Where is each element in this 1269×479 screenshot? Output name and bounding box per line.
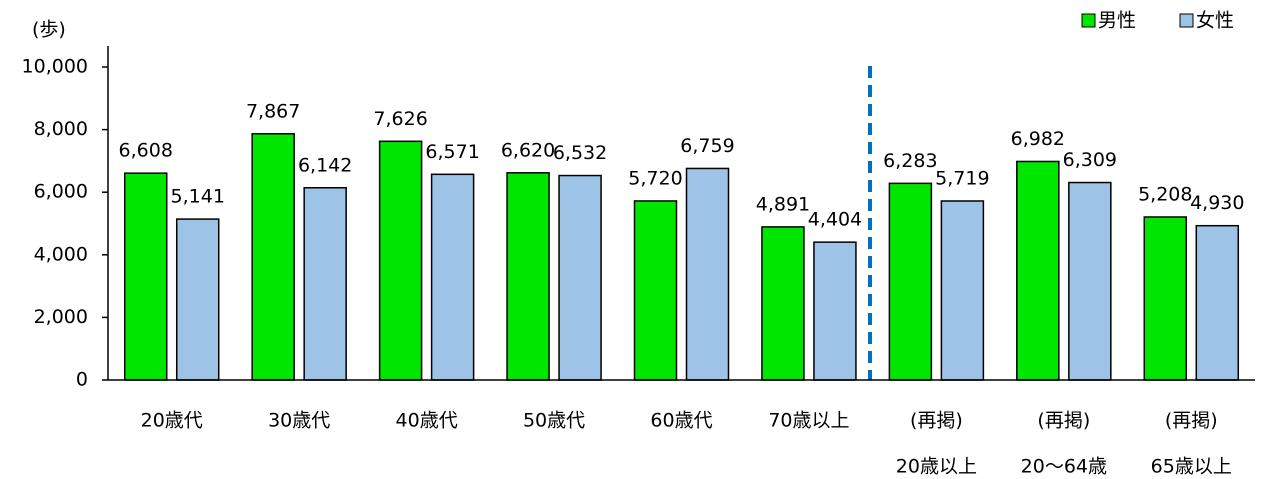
- legend-swatch: [1081, 13, 1096, 28]
- x-tick-label: 60歳代: [650, 410, 712, 432]
- value-label: 6,982: [1011, 128, 1065, 150]
- x-tick-label: 40歳代: [396, 410, 458, 432]
- value-label: 6,608: [119, 140, 173, 162]
- value-label: 6,309: [1063, 149, 1117, 171]
- x-tick-label: 20歳代: [141, 410, 203, 432]
- bar: [1195, 224, 1240, 381]
- x-tick-label: 20歳以上: [896, 456, 977, 478]
- value-label: 5,720: [628, 167, 682, 189]
- bar: [175, 218, 220, 381]
- x-tick-label: (再掲): [1165, 410, 1218, 432]
- bar: [1068, 181, 1112, 381]
- x-tick-label: 70歳以上: [768, 410, 849, 432]
- y-tick-label: 0: [76, 369, 88, 391]
- value-label: 4,930: [1190, 192, 1244, 214]
- x-tick-label: 65歳以上: [1151, 456, 1232, 478]
- value-label: 6,532: [553, 142, 607, 164]
- legend-swatch: [1179, 13, 1194, 28]
- value-label: 6,571: [425, 141, 479, 163]
- bar: [251, 133, 295, 381]
- bar: [303, 187, 347, 381]
- value-label: 5,141: [171, 186, 225, 208]
- y-tick-label: 8,000: [34, 118, 88, 140]
- bar: [633, 200, 678, 381]
- value-label: 6,620: [501, 139, 555, 161]
- value-label: 6,283: [883, 150, 937, 172]
- bar: [378, 140, 423, 381]
- bar: [761, 226, 805, 381]
- bar: [123, 172, 168, 381]
- x-tick-label: 30歳代: [268, 410, 330, 432]
- bar: [1016, 160, 1060, 381]
- legend-label: 男性: [1098, 10, 1136, 32]
- value-label: 4,404: [808, 209, 862, 231]
- value-label: 6,142: [298, 154, 352, 176]
- bar: [685, 167, 730, 381]
- y-tick-label: 10,000: [22, 56, 88, 78]
- value-label: 6,759: [680, 135, 734, 157]
- bar: [813, 241, 857, 381]
- y-tick-label: 6,000: [34, 181, 88, 203]
- x-tick-label: (再掲): [910, 410, 963, 432]
- y-tick-label: 4,000: [34, 243, 88, 265]
- bar: [1143, 216, 1188, 381]
- bar: [888, 182, 933, 381]
- value-label: 7,867: [246, 100, 300, 122]
- bar: [940, 200, 985, 381]
- bar: [558, 174, 602, 381]
- value-label: 7,626: [373, 108, 427, 130]
- bar: [430, 173, 475, 381]
- legend-label: 女性: [1196, 10, 1234, 32]
- y-axis-label: (歩): [32, 19, 66, 41]
- value-label: 5,208: [1138, 183, 1192, 205]
- y-tick-label: 2,000: [34, 306, 88, 328]
- x-tick-label: 20〜64歳: [1021, 456, 1107, 478]
- bar: [506, 172, 550, 381]
- value-label: 4,891: [756, 193, 810, 215]
- value-label: 5,719: [935, 167, 989, 189]
- x-tick-label: (再掲): [1037, 410, 1090, 432]
- x-tick-label: 50歳代: [523, 410, 585, 432]
